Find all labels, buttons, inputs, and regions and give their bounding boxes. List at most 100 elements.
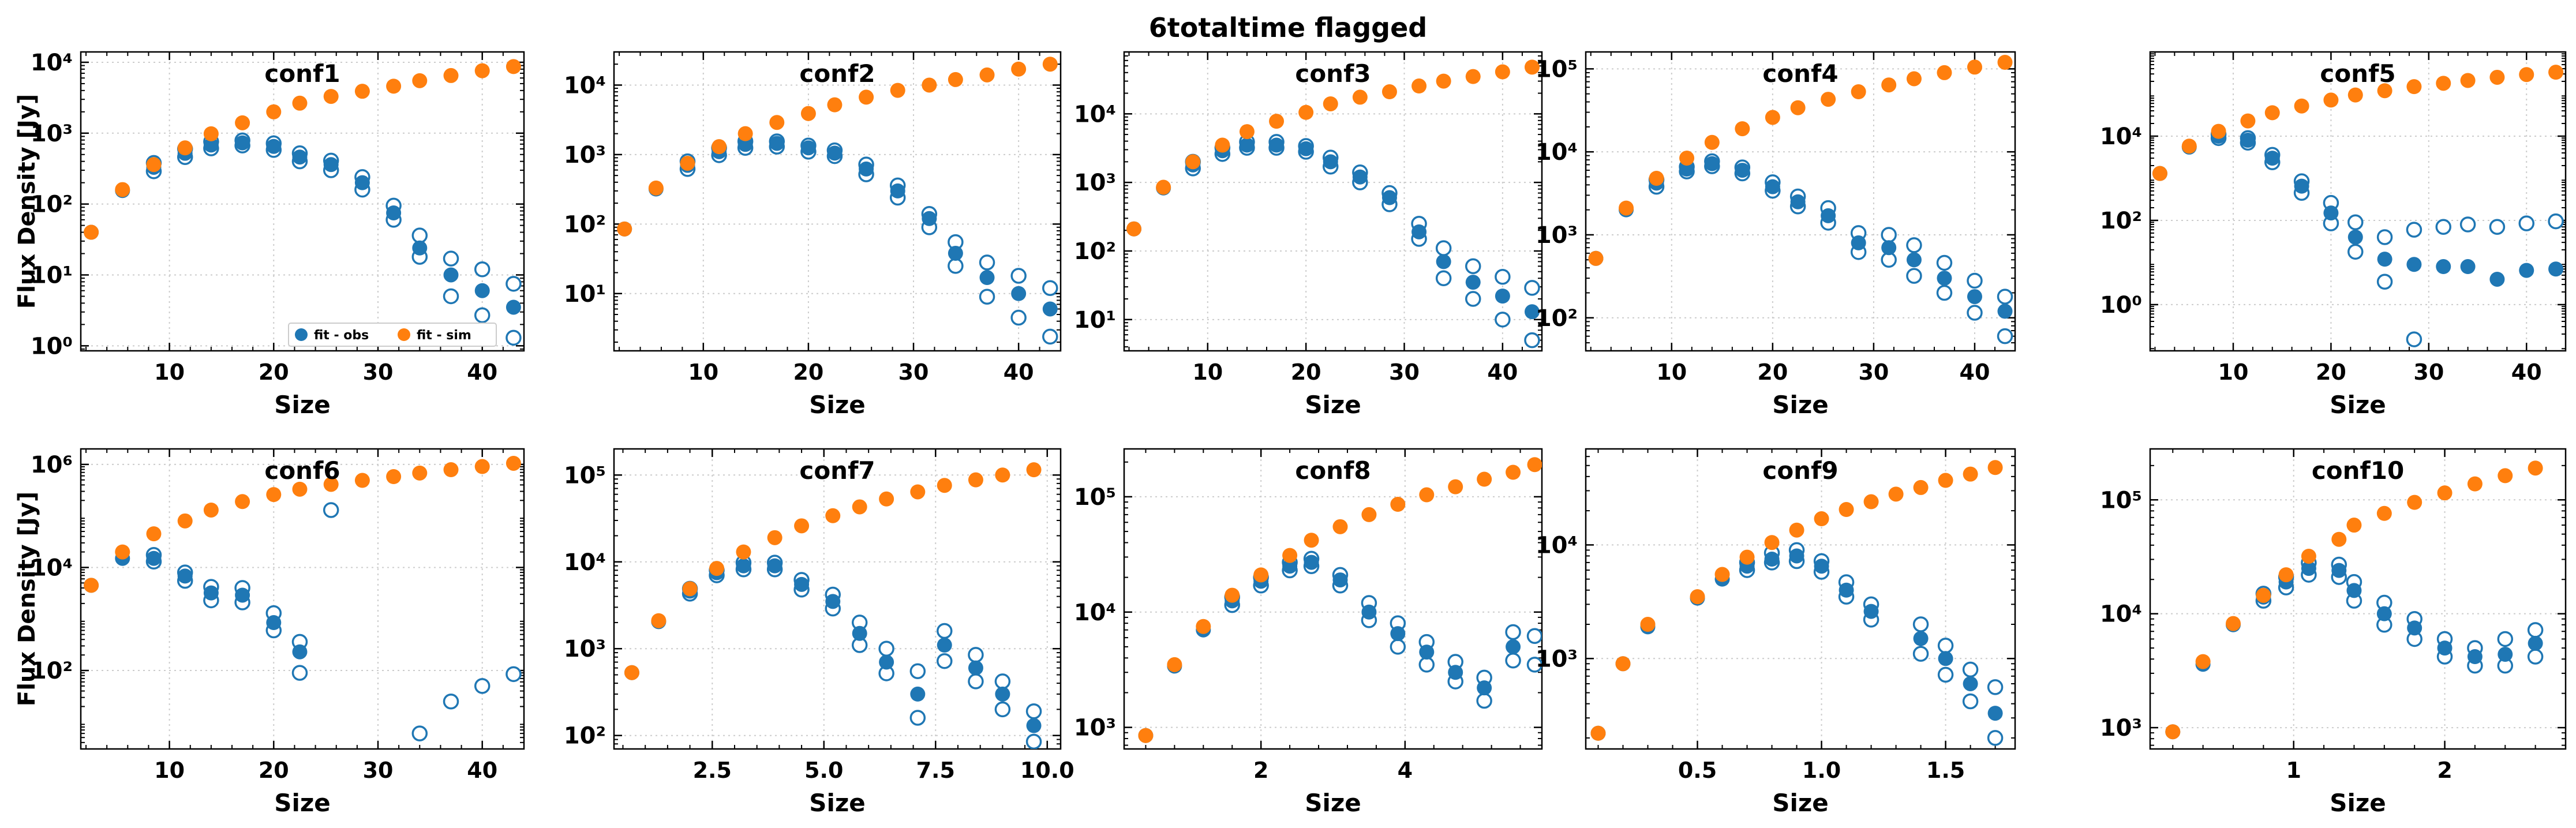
point-obs bbox=[769, 136, 785, 151]
panel-title: conf8 bbox=[1295, 456, 1371, 485]
point-sim bbox=[292, 481, 308, 497]
point-obs bbox=[1764, 551, 1780, 567]
x-axis-label: Size bbox=[274, 391, 331, 419]
x-tick-label: 2.5 bbox=[693, 758, 732, 783]
point-obs bbox=[2301, 561, 2316, 576]
panel-title: conf7 bbox=[799, 456, 875, 485]
point-obs bbox=[1963, 676, 1978, 691]
point-obs bbox=[443, 267, 459, 283]
point-obs bbox=[736, 558, 751, 574]
point-obs bbox=[922, 211, 937, 226]
y-tick-label: 10⁴ bbox=[1536, 139, 1578, 166]
y-tick-label: 10⁴ bbox=[2100, 601, 2142, 628]
point-obs bbox=[1938, 651, 1953, 666]
point-sim bbox=[1436, 73, 1451, 89]
point-sim bbox=[506, 455, 521, 471]
point-sim bbox=[1881, 77, 1897, 93]
point-sim bbox=[203, 126, 219, 141]
point-sim bbox=[2331, 531, 2347, 547]
point-sim bbox=[2519, 67, 2534, 83]
x-tick-label: 30 bbox=[363, 758, 394, 783]
point-obs-bound bbox=[994, 673, 1011, 690]
point-sim bbox=[682, 581, 698, 597]
point-obs bbox=[2323, 205, 2339, 221]
point-obs bbox=[794, 576, 810, 592]
point-sim bbox=[1690, 589, 1705, 605]
point-obs bbox=[2436, 259, 2451, 275]
point-sim bbox=[266, 487, 282, 503]
legend-marker-sim bbox=[398, 328, 410, 341]
point-sim bbox=[1304, 533, 1319, 548]
point-obs-bound bbox=[1936, 254, 1953, 271]
point-sim bbox=[2548, 65, 2564, 80]
point-obs bbox=[948, 245, 963, 261]
point-sim bbox=[177, 513, 193, 529]
point-sim bbox=[2528, 460, 2543, 476]
panel-conf3: 10 20 30 40 10¹ 10² 10³ 10⁴ conf3 Size bbox=[1074, 51, 1543, 419]
point-sim bbox=[1332, 519, 1348, 534]
point-obs bbox=[1026, 718, 1042, 733]
point-sim bbox=[1764, 535, 1780, 550]
point-obs bbox=[1448, 665, 1463, 680]
y-tick-label: 10³ bbox=[1536, 646, 1578, 672]
y-tick-label: 10³ bbox=[1536, 222, 1578, 249]
axes-frame bbox=[80, 51, 525, 352]
point-obs-bound bbox=[1906, 268, 1922, 284]
point-obs-bound bbox=[1465, 291, 1481, 307]
point-obs bbox=[1239, 137, 1255, 153]
point-obs bbox=[2346, 583, 2362, 598]
point-obs bbox=[1937, 271, 1952, 286]
point-sim bbox=[1506, 464, 1521, 480]
point-obs-bound bbox=[2406, 222, 2423, 238]
point-sim bbox=[2256, 587, 2271, 603]
y-tick-label: 10² bbox=[2100, 208, 2142, 234]
y-tick-label: 10⁵ bbox=[2100, 487, 2142, 514]
point-sim bbox=[995, 467, 1010, 483]
panel-conf8: 2 4 10³ 10⁴ 10⁵ conf8 Size bbox=[1074, 448, 1543, 817]
y-tick-label: 10¹ bbox=[564, 281, 606, 308]
point-obs bbox=[266, 138, 282, 154]
point-obs-bound bbox=[1418, 657, 1435, 673]
y-tick-label: 10⁴ bbox=[1074, 101, 1116, 128]
point-obs-bound bbox=[1025, 733, 1042, 749]
point-obs-bound bbox=[2489, 219, 2506, 235]
point-obs-bound bbox=[411, 725, 428, 741]
panel-conf4: 10 20 30 40 10² 10³ 10⁴ 10⁵ conf4 Size bbox=[1536, 51, 2016, 419]
point-obs bbox=[859, 161, 874, 177]
panel-title: conf9 bbox=[1762, 456, 1838, 485]
point-sim bbox=[922, 77, 937, 93]
point-obs bbox=[1524, 304, 1540, 320]
point-sim bbox=[1527, 457, 1542, 473]
point-obs bbox=[474, 283, 490, 298]
point-obs-bound bbox=[1010, 309, 1027, 326]
point-sim bbox=[1640, 617, 1656, 632]
y-tick-label: 10² bbox=[31, 192, 73, 218]
point-obs-bound bbox=[1997, 289, 2013, 305]
point-obs-bound bbox=[1465, 258, 1481, 275]
point-obs-bound bbox=[2406, 331, 2423, 347]
point-obs bbox=[1411, 224, 1427, 239]
point-obs-bound bbox=[506, 329, 522, 346]
point-sim bbox=[1011, 61, 1027, 77]
y-tick-label: 10² bbox=[564, 723, 606, 750]
point-sim bbox=[2152, 166, 2167, 181]
point-sim bbox=[1411, 78, 1427, 94]
point-sim bbox=[1967, 59, 1982, 75]
y-tick-label: 10² bbox=[31, 658, 73, 684]
point-obs-bound bbox=[1967, 272, 1983, 289]
axes-frame bbox=[613, 448, 1062, 750]
point-obs bbox=[995, 686, 1010, 702]
point-obs bbox=[386, 205, 402, 220]
point-sim bbox=[879, 491, 894, 507]
point-sim bbox=[1789, 522, 1804, 538]
point-sim bbox=[2323, 92, 2339, 108]
point-obs-bound bbox=[443, 288, 459, 305]
point-sim bbox=[1649, 171, 1664, 186]
point-sim bbox=[354, 473, 370, 488]
point-obs-bound bbox=[1526, 628, 1542, 645]
point-sim bbox=[1477, 471, 1492, 487]
axes-frame bbox=[80, 448, 525, 750]
x-tick-label: 30 bbox=[898, 359, 929, 385]
point-obs-bound bbox=[1936, 284, 1953, 301]
point-obs bbox=[2376, 606, 2392, 621]
